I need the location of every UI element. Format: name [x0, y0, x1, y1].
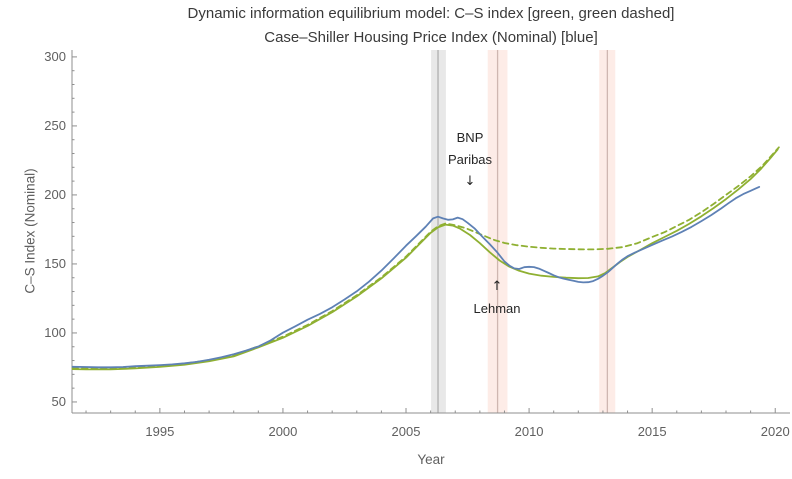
x-axis-label: Year [417, 452, 445, 467]
chart-title: Dynamic information equilibrium model: C… [187, 5, 675, 22]
series-dashed-line [71, 146, 780, 370]
x-tick-label: 2010 [514, 424, 544, 439]
x-tick-label: 2000 [268, 424, 298, 439]
annotation-text: Paribas [447, 152, 493, 167]
y-tick-label: 150 [44, 255, 66, 271]
x-tick-label: 1995 [145, 424, 175, 439]
y-tick-label: 100 [44, 324, 66, 340]
y-tick-label: 250 [44, 117, 66, 133]
annotation-text: Lehman [473, 301, 521, 316]
x-tick-label: 2005 [391, 424, 421, 439]
chart-subtitle: Case–Shiller Housing Price Index (Nomina… [264, 29, 598, 46]
y-tick-label: 300 [44, 48, 66, 64]
down-arrow-icon: ↓ [464, 174, 476, 189]
x-tick-label: 2020 [760, 424, 790, 439]
annotation-lehman: ↑ Lehman [474, 276, 521, 320]
series-solid-line [71, 148, 779, 371]
annotation-bnp-paribas: BNP Paribas ↓ [448, 127, 492, 193]
x-tick-label: 2015 [637, 424, 667, 439]
up-arrow-icon: ↑ [491, 279, 503, 294]
y-tick-label: 200 [44, 186, 66, 202]
y-axis-label: C–S Index (Nominal) [22, 168, 38, 294]
annotation-text: BNP [456, 130, 484, 145]
series-solid-line [71, 185, 761, 369]
y-tick-label: 50 [51, 393, 66, 409]
